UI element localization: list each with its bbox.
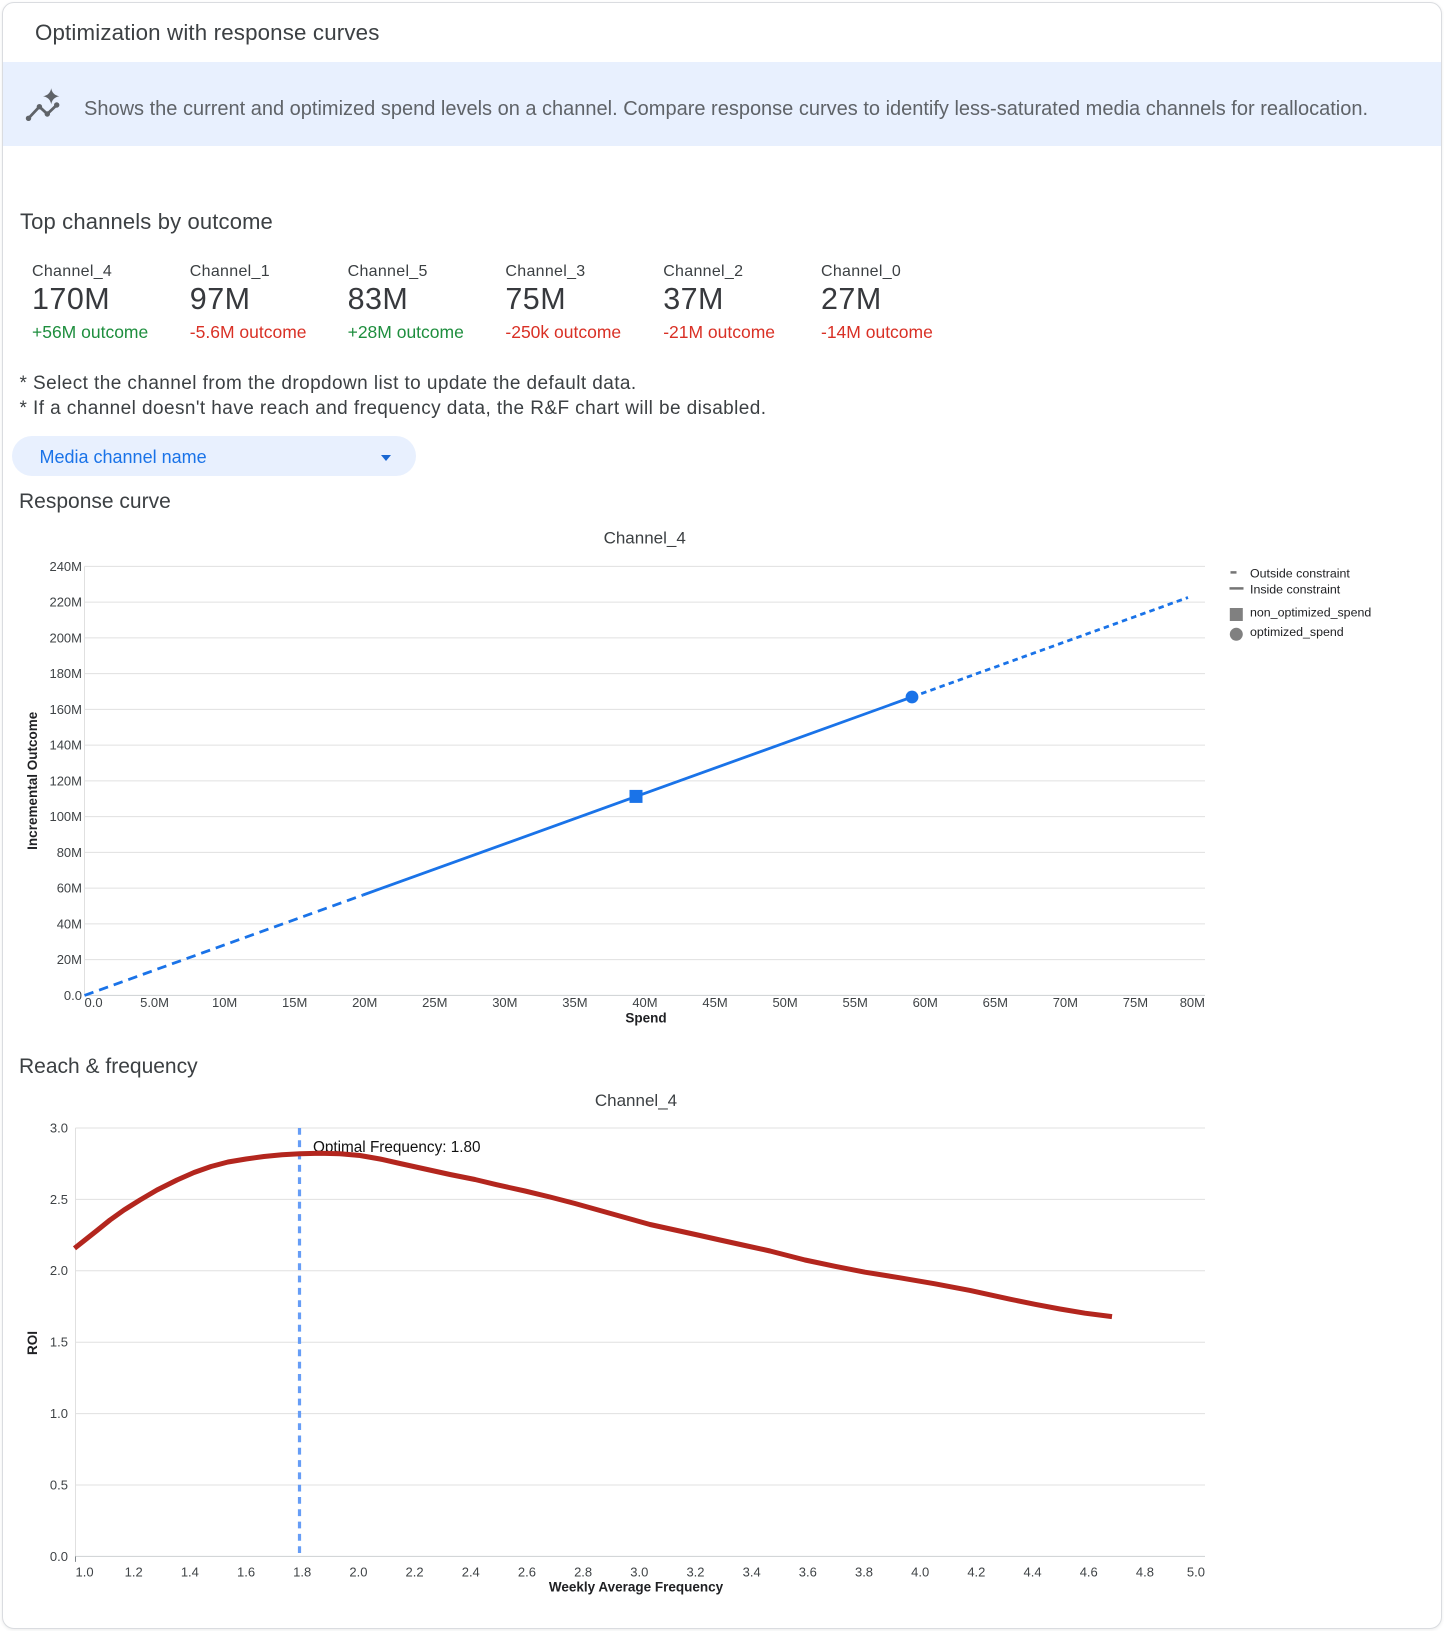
svg-text:40M: 40M xyxy=(632,995,657,1010)
svg-text:220M: 220M xyxy=(49,595,82,610)
svg-text:180M: 180M xyxy=(49,666,82,681)
svg-text:45M: 45M xyxy=(702,995,727,1010)
svg-text:2.0: 2.0 xyxy=(349,1564,367,1579)
svg-text:60M: 60M xyxy=(57,881,82,896)
svg-text:Outside constraint: Outside constraint xyxy=(1250,567,1350,581)
svg-text:1.8: 1.8 xyxy=(293,1564,311,1579)
svg-text:3.4: 3.4 xyxy=(743,1564,761,1579)
svg-text:0.0: 0.0 xyxy=(85,995,103,1010)
svg-text:70M: 70M xyxy=(1053,995,1078,1010)
svg-text:140M: 140M xyxy=(49,738,82,753)
svg-text:1.4: 1.4 xyxy=(181,1564,199,1579)
svg-text:65M: 65M xyxy=(983,995,1008,1010)
svg-text:25M: 25M xyxy=(422,995,447,1010)
svg-text:Incremental Outcome: Incremental Outcome xyxy=(25,711,40,850)
svg-text:30M: 30M xyxy=(492,995,517,1010)
svg-text:40M: 40M xyxy=(57,916,82,931)
svg-text:4.8: 4.8 xyxy=(1136,1564,1154,1579)
svg-text:1.6: 1.6 xyxy=(237,1564,255,1579)
svg-text:15M: 15M xyxy=(282,995,307,1010)
svg-text:55M: 55M xyxy=(843,995,868,1010)
svg-text:3.2: 3.2 xyxy=(686,1564,704,1579)
svg-text:2.6: 2.6 xyxy=(518,1564,536,1579)
svg-text:optimized_spend: optimized_spend xyxy=(1250,625,1344,639)
svg-text:20M: 20M xyxy=(57,952,82,967)
svg-text:2.5: 2.5 xyxy=(50,1192,68,1207)
svg-text:Channel_4: Channel_4 xyxy=(595,1091,677,1110)
svg-text:80M: 80M xyxy=(57,845,82,860)
svg-text:60M: 60M xyxy=(913,995,938,1010)
svg-text:200M: 200M xyxy=(49,630,82,645)
svg-text:2.0: 2.0 xyxy=(50,1263,68,1278)
svg-text:2.4: 2.4 xyxy=(462,1564,480,1579)
svg-text:0.5: 0.5 xyxy=(50,1477,68,1492)
svg-text:1.5: 1.5 xyxy=(50,1335,68,1350)
svg-text:3.6: 3.6 xyxy=(799,1564,817,1579)
svg-text:10M: 10M xyxy=(212,995,237,1010)
svg-text:240M: 240M xyxy=(49,559,82,574)
svg-text:Inside constraint: Inside constraint xyxy=(1250,583,1341,597)
svg-text:Channel_4: Channel_4 xyxy=(604,529,686,548)
svg-text:120M: 120M xyxy=(49,773,82,788)
svg-text:5.0: 5.0 xyxy=(1187,1564,1205,1579)
svg-text:5.0M: 5.0M xyxy=(140,995,169,1010)
svg-text:100M: 100M xyxy=(49,809,82,824)
svg-text:0.0: 0.0 xyxy=(50,1549,68,1564)
svg-text:2.2: 2.2 xyxy=(406,1564,424,1579)
svg-text:3.8: 3.8 xyxy=(855,1564,873,1579)
svg-text:4.6: 4.6 xyxy=(1080,1564,1098,1579)
svg-text:160M: 160M xyxy=(49,702,82,717)
svg-text:4.4: 4.4 xyxy=(1024,1564,1042,1579)
svg-text:Optimal Frequency: 1.80: Optimal Frequency: 1.80 xyxy=(313,1139,481,1156)
svg-text:4.0: 4.0 xyxy=(911,1564,929,1579)
svg-text:1.2: 1.2 xyxy=(125,1564,143,1579)
svg-text:non_optimized_spend: non_optimized_spend xyxy=(1250,606,1371,620)
svg-text:4.2: 4.2 xyxy=(967,1564,985,1579)
svg-text:20M: 20M xyxy=(352,995,377,1010)
svg-text:50M: 50M xyxy=(772,995,797,1010)
svg-text:1.0: 1.0 xyxy=(76,1564,94,1579)
svg-text:75M: 75M xyxy=(1123,995,1148,1010)
svg-text:2.8: 2.8 xyxy=(574,1564,592,1579)
svg-text:1.0: 1.0 xyxy=(50,1406,68,1421)
svg-text:Spend: Spend xyxy=(625,1011,666,1026)
svg-text:3.0: 3.0 xyxy=(50,1120,68,1135)
svg-text:35M: 35M xyxy=(562,995,587,1010)
svg-text:0.0: 0.0 xyxy=(64,988,82,1003)
svg-text:80M: 80M xyxy=(1180,995,1205,1010)
svg-text:3.0: 3.0 xyxy=(630,1564,648,1579)
svg-text:ROI: ROI xyxy=(25,1331,40,1355)
svg-text:Weekly Average Frequency: Weekly Average Frequency xyxy=(549,1579,724,1594)
